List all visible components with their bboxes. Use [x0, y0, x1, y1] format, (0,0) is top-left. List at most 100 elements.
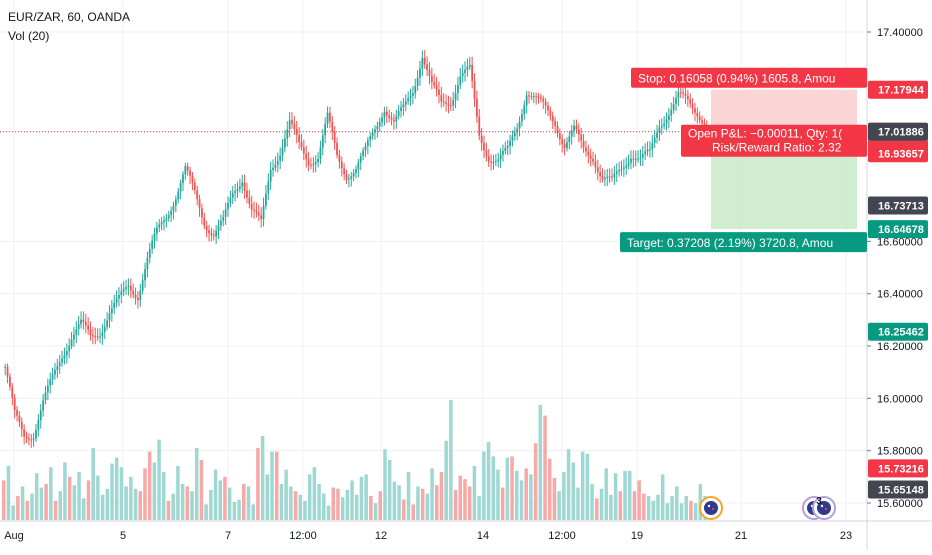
- volume-bar: [453, 490, 458, 520]
- candle-body: [359, 156, 362, 163]
- volume-bar: [359, 476, 364, 520]
- volume-bar: [232, 502, 237, 520]
- candle-body: [620, 168, 623, 171]
- candle-body: [77, 324, 80, 330]
- candle-body: [243, 182, 246, 191]
- volume-bar: [458, 475, 463, 520]
- candle-body: [219, 220, 222, 226]
- candle-body: [201, 208, 203, 218]
- symbol-title[interactable]: EUR/ZAR, 60, OANDA: [8, 10, 131, 24]
- candle-body: [585, 147, 587, 152]
- volume-bar: [326, 505, 331, 520]
- candle-body: [388, 115, 391, 118]
- candle-body: [698, 116, 701, 121]
- candle-body: [165, 218, 168, 221]
- candle-body: [544, 101, 547, 106]
- candle-body: [539, 97, 542, 99]
- candle-body: [125, 287, 127, 289]
- candle-body: [397, 111, 400, 116]
- volume-bar: [496, 469, 500, 520]
- candle-body: [189, 170, 191, 176]
- event-icon[interactable]: [699, 496, 723, 520]
- candle-body: [172, 205, 175, 212]
- candle-body: [137, 298, 139, 301]
- candle-body: [23, 429, 26, 437]
- candle-body: [457, 85, 459, 94]
- candle-body: [269, 170, 272, 182]
- candle-body: [196, 190, 199, 200]
- candle-body: [686, 95, 689, 100]
- volume-indicator-title[interactable]: Vol (20): [8, 29, 50, 43]
- target-label: Target: 0.37208 (2.19%) 3720.8, Amou: [620, 232, 867, 253]
- candle-body: [542, 98, 545, 102]
- pnl-label: Open P&L: −0.00011, Qty: 1(Risk/Reward R…: [681, 124, 867, 157]
- candle-body: [381, 117, 383, 123]
- candle-body: [634, 159, 637, 161]
- candle-body: [127, 285, 130, 288]
- candle-body: [279, 155, 282, 161]
- svg-text:Target: 0.37208 (2.19%) 3720.8: Target: 0.37208 (2.19%) 3720.8, Amou: [627, 236, 833, 250]
- candle-body: [338, 154, 341, 162]
- candle-body: [120, 291, 123, 296]
- candle-body: [639, 157, 642, 159]
- candle-body: [99, 336, 101, 338]
- candle-body: [94, 335, 97, 337]
- candle-body: [701, 120, 703, 124]
- candle-body: [198, 199, 201, 209]
- candle-body: [433, 82, 436, 86]
- candle-body: [51, 374, 54, 380]
- volume-bar: [274, 451, 279, 520]
- candle-body: [615, 171, 618, 174]
- candle-body: [75, 329, 78, 335]
- candle-body: [300, 142, 303, 148]
- candle-body: [326, 112, 329, 124]
- candle-body: [222, 216, 225, 221]
- volume-bar: [63, 462, 67, 520]
- volume-bar: [515, 470, 519, 520]
- candle-body: [87, 325, 90, 330]
- candle-body: [174, 199, 177, 206]
- candle-body: [625, 165, 628, 168]
- svg-text:15.65148: 15.65148: [878, 485, 924, 497]
- candle-body: [696, 112, 699, 117]
- candle-body: [340, 161, 343, 169]
- candle-body: [390, 117, 393, 120]
- candle-body: [253, 209, 255, 211]
- candle-body: [587, 151, 590, 156]
- time-tick-label: 19: [631, 530, 643, 542]
- candle-body: [203, 217, 206, 226]
- candle-body: [217, 225, 220, 231]
- candle-body: [68, 346, 71, 352]
- candle-body: [288, 120, 291, 130]
- volume-bar: [665, 503, 670, 520]
- price-tick-label: 16.20000: [877, 341, 923, 353]
- candle-body: [265, 193, 267, 206]
- volume-bar: [538, 404, 543, 520]
- candle-body: [523, 105, 526, 114]
- volume-bar: [166, 500, 171, 520]
- event-icon[interactable]: [812, 496, 836, 520]
- volume-bar: [289, 486, 293, 520]
- volume-bar: [312, 467, 317, 520]
- time-tick-label: 12: [375, 530, 387, 542]
- volume-bar: [510, 456, 514, 520]
- candle-body: [70, 339, 73, 347]
- candle-body: [675, 97, 677, 104]
- volume-bar: [260, 436, 265, 520]
- candle-body: [182, 174, 184, 183]
- candle-body: [324, 123, 327, 136]
- candle-body: [321, 135, 324, 148]
- candle-body: [357, 162, 360, 170]
- volume-bar: [524, 468, 528, 520]
- candle-body: [6, 366, 9, 377]
- candle-body: [91, 335, 94, 337]
- volume-bar: [6, 466, 11, 520]
- candle-body: [677, 92, 680, 98]
- candle-body: [333, 131, 336, 143]
- candle-body: [494, 160, 497, 163]
- candle-body: [298, 134, 301, 143]
- candle-body: [314, 162, 317, 165]
- candle-body: [46, 385, 49, 393]
